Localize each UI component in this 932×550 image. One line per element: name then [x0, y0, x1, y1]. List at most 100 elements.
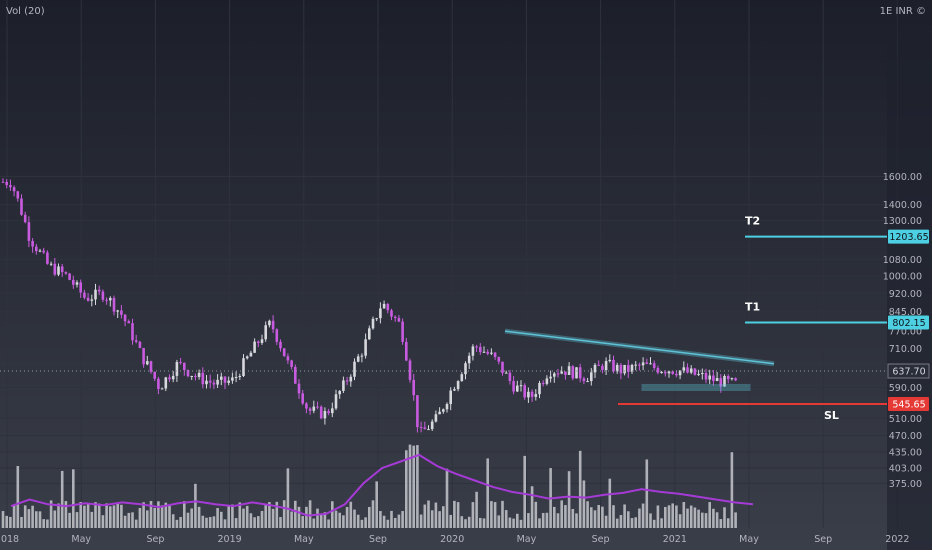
volume-bar — [101, 515, 105, 528]
candle-body — [390, 310, 393, 317]
volume-bar — [419, 514, 423, 528]
candle-body — [205, 380, 208, 385]
candle-body — [345, 380, 349, 382]
candle-body — [79, 282, 82, 293]
candle-body — [327, 411, 330, 414]
volume-bar — [86, 503, 90, 528]
volume-bar — [630, 518, 634, 528]
volume-bar — [734, 512, 737, 528]
candle-body — [386, 303, 390, 311]
candle-body — [271, 320, 275, 330]
volume-bar — [678, 514, 682, 528]
candle-body — [712, 375, 715, 382]
volume-bar — [434, 502, 438, 528]
volume-bar — [719, 519, 723, 528]
candle-body — [697, 373, 700, 375]
volume-bar — [294, 500, 297, 528]
candle-body — [467, 355, 471, 364]
volume-bar — [649, 513, 652, 528]
volume-bar — [453, 500, 456, 528]
candle-body — [508, 372, 512, 382]
candle-body — [649, 363, 652, 365]
candle-body — [134, 340, 138, 342]
volume-bar — [334, 510, 338, 528]
volume-bar — [282, 500, 286, 528]
volume-bar — [190, 508, 193, 528]
candle-body — [179, 362, 182, 364]
volume-bar — [179, 517, 182, 528]
volume-bar — [390, 510, 393, 528]
candle-body — [356, 356, 360, 362]
candle-body — [27, 222, 31, 241]
volume-bar — [68, 512, 71, 528]
volume-bar — [645, 459, 649, 528]
volume-bar — [486, 458, 489, 528]
candle-body — [268, 320, 271, 326]
candle-body — [142, 348, 145, 365]
last-price-value: 637.70 — [892, 367, 925, 378]
candle-body — [519, 385, 523, 387]
volume-bar — [564, 505, 567, 528]
candle-body — [9, 185, 12, 188]
volume-bar — [327, 519, 330, 528]
candle-body — [249, 352, 253, 357]
candle-body — [652, 363, 656, 368]
time-tick-label: May — [739, 534, 759, 545]
candle-body — [708, 375, 711, 380]
candle-body — [638, 364, 641, 366]
volume-bar — [523, 455, 526, 528]
candle-body — [294, 366, 297, 384]
candle-body — [183, 362, 186, 370]
candle-body — [253, 341, 256, 353]
volume-bar — [634, 517, 637, 528]
time-tick-label: 2022 — [885, 534, 909, 545]
time-tick-label: May — [517, 534, 537, 545]
candle-body — [231, 377, 234, 381]
volume-bar — [534, 501, 538, 528]
volume-bar — [20, 516, 23, 528]
price-axis-panel[interactable] — [887, 0, 932, 550]
volume-bar — [345, 507, 349, 528]
candle-body — [534, 394, 538, 397]
candle-body — [541, 383, 545, 385]
volume-bar — [708, 502, 711, 528]
volume-bar — [479, 517, 482, 528]
volume-bar — [601, 506, 604, 528]
candle-body — [560, 371, 563, 374]
candle-body — [438, 411, 441, 415]
candle-body — [338, 390, 341, 395]
candle-body — [364, 339, 367, 356]
volume-bar — [471, 502, 475, 528]
candle-body — [153, 371, 156, 379]
price-tick-label: 375.00 — [889, 479, 922, 490]
sl-label: SL — [824, 409, 839, 422]
candle-body — [571, 366, 575, 379]
candle-body — [20, 198, 23, 215]
candle-body — [556, 373, 560, 375]
candle-body — [1, 181, 5, 183]
candle-body — [601, 365, 604, 371]
candle-body — [490, 352, 493, 354]
candle-body — [312, 406, 316, 411]
volume-bar — [660, 518, 663, 528]
candle-body — [693, 368, 697, 375]
price-tick-label: 1300.00 — [883, 216, 922, 227]
candle-body — [175, 362, 179, 376]
volume-bar — [183, 501, 186, 528]
time-axis[interactable]: 2018 May Sep 2019 May Sep 2020 May Sep 2021 May Sep… — [0, 534, 909, 545]
candle-body — [323, 411, 327, 419]
volume-ma-line — [10, 453, 754, 517]
volume-bar — [438, 511, 441, 528]
candle-body — [464, 363, 467, 375]
volume-bar — [582, 480, 586, 528]
candle-body — [682, 367, 686, 371]
price-tick-label: 470.00 — [889, 431, 922, 442]
candle-body — [297, 383, 301, 394]
volume-bar — [331, 501, 334, 528]
volume-bar — [560, 500, 563, 528]
candle-body — [109, 297, 112, 301]
volume-bar — [475, 491, 478, 528]
candle-body — [497, 356, 501, 362]
volume-bar — [349, 501, 353, 528]
